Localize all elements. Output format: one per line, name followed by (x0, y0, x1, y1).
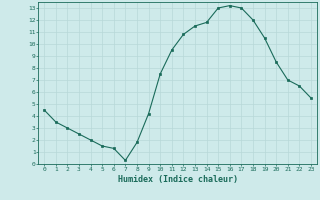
X-axis label: Humidex (Indice chaleur): Humidex (Indice chaleur) (118, 175, 238, 184)
